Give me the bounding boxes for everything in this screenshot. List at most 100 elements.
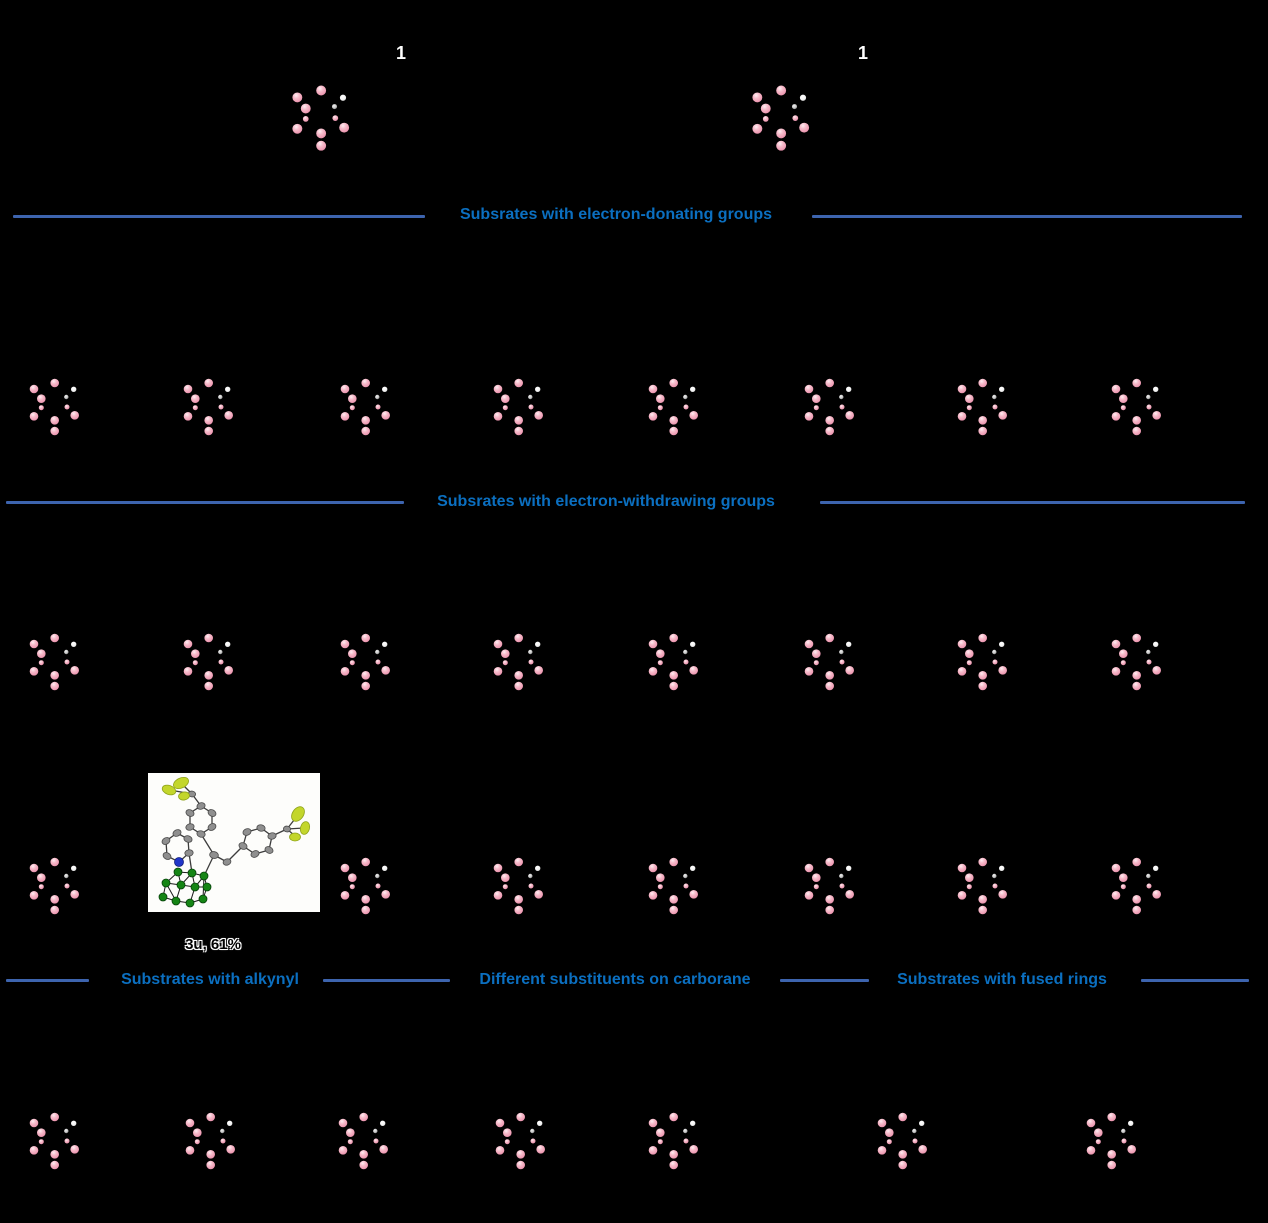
boron-atoms: [1111, 633, 1161, 691]
carbon-atoms: [1146, 865, 1159, 879]
ortep-cage-atoms: [158, 867, 212, 908]
carbon-atoms: [64, 386, 77, 400]
carborane-cluster-icon-edg-row: [336, 373, 392, 437]
boron-atoms: [185, 1112, 235, 1170]
carborane-cluster-icon-mixed-row: [1107, 852, 1163, 916]
carbon-atoms: [528, 865, 541, 879]
ortep-background: [148, 773, 320, 912]
carborane-cluster-drawing: [493, 378, 543, 436]
carbon-atoms: [839, 641, 852, 655]
carborane-cluster-drawing: [804, 633, 854, 691]
carborane-cluster-icon-bottom-row: [644, 1107, 700, 1171]
carborane-cluster-icon-ewg-row: [25, 628, 81, 692]
carbon-atoms: [528, 641, 541, 655]
compound-number-label-left: 1: [396, 43, 407, 63]
carborane-cluster-icon-ewg-row: [179, 628, 235, 692]
divider-line: [13, 215, 425, 218]
carbon-atoms: [1146, 641, 1159, 655]
carborane-cluster-drawing: [752, 85, 810, 151]
carborane-cluster-icon-bottom-row: [25, 1107, 81, 1171]
carbon-atoms: [373, 1120, 386, 1134]
carbon-atoms: [992, 386, 1005, 400]
carborane-cluster-icon-ewg-row: [953, 628, 1009, 692]
carborane-cluster-icon-bottom-row: [181, 1107, 237, 1171]
carbon-atoms: [683, 386, 696, 400]
carborane-cluster-drawing: [1111, 378, 1161, 436]
carborane-cluster-drawing: [340, 378, 390, 436]
carbon-atoms: [683, 641, 696, 655]
carborane-cluster-icon-bottom-row: [1082, 1107, 1138, 1171]
carborane-cluster-icon-mixed-row: [800, 852, 856, 916]
boron-atoms: [493, 378, 543, 436]
carborane-cluster-icon-ewg-row: [800, 628, 856, 692]
carborane-cluster-drawing: [1111, 633, 1161, 691]
carbon-atoms: [375, 386, 388, 400]
carborane-cluster-drawing: [493, 633, 543, 691]
carbon-atoms: [1121, 1120, 1134, 1134]
carborane-cluster-icon-edg-row: [25, 373, 81, 437]
boron-atoms: [29, 378, 79, 436]
divider-line: [6, 501, 404, 504]
carbon-atoms: [220, 1120, 233, 1134]
carborane-cluster-drawing: [185, 1112, 235, 1170]
carborane-cluster-drawing: [1111, 857, 1161, 915]
carborane-cluster-icon-scheme-row: [287, 79, 351, 153]
carborane-cluster-icon-edg-row: [489, 373, 545, 437]
boron-atoms: [752, 85, 810, 151]
carbon-atoms: [839, 865, 852, 879]
boron-atoms: [648, 857, 698, 915]
carborane-cluster-drawing: [495, 1112, 545, 1170]
carborane-cluster-icon-bottom-row: [334, 1107, 390, 1171]
boron-atoms: [1111, 378, 1161, 436]
carbon-atoms: [992, 865, 1005, 879]
carborane-cluster-drawing: [340, 633, 390, 691]
carbon-atoms: [530, 1120, 543, 1134]
boron-atoms: [338, 1112, 388, 1170]
carborane-cluster-drawing: [877, 1112, 927, 1170]
carborane-cluster-icon-mixed-row: [25, 852, 81, 916]
carborane-cluster-icon-mixed-row: [644, 852, 700, 916]
boron-atoms: [648, 633, 698, 691]
carbon-atoms: [64, 1120, 77, 1134]
ortep-nitrogen-atom: [174, 857, 184, 867]
boron-atoms: [495, 1112, 545, 1170]
carbon-atoms: [1146, 386, 1159, 400]
carbon-atoms: [791, 94, 807, 110]
carborane-cluster-drawing: [648, 378, 698, 436]
divider-line: [780, 979, 869, 982]
boron-atoms: [183, 378, 233, 436]
crystal-caption: 3u, 61%: [185, 936, 241, 953]
carborane-cluster-icon-bottom-row: [491, 1107, 547, 1171]
carborane-cluster-drawing: [338, 1112, 388, 1170]
carborane-cluster-drawing: [183, 633, 233, 691]
boron-atoms: [1111, 857, 1161, 915]
boron-atoms: [804, 378, 854, 436]
boron-atoms: [804, 633, 854, 691]
carborane-cluster-icon-mixed-row: [953, 852, 1009, 916]
carborane-cluster-drawing: [292, 85, 350, 151]
carborane-cluster-icon-edg-row: [953, 373, 1009, 437]
boron-atoms: [493, 633, 543, 691]
carborane-cluster-drawing: [957, 633, 1007, 691]
carbon-atoms: [839, 386, 852, 400]
ortep-fluorine-atoms: [161, 776, 311, 842]
carborane-cluster-drawing: [804, 857, 854, 915]
carbon-atoms: [331, 94, 347, 110]
carborane-cluster-icon-edg-row: [1107, 373, 1163, 437]
section-title-fused-rings: Substrates with fused rings: [897, 971, 1107, 988]
divider-line: [812, 215, 1242, 218]
boron-atoms: [29, 1112, 79, 1170]
carbon-atoms: [912, 1120, 925, 1134]
carborane-cluster-icon-scheme-row: [747, 79, 811, 153]
divider-line: [820, 501, 1245, 504]
section-title-alkynyl: Substrates with alkynyl: [121, 971, 299, 988]
carborane-cluster-icon-ewg-row: [336, 628, 392, 692]
compound-number-label-right: 1: [858, 43, 869, 63]
carborane-cluster-icon-mixed-row: [336, 852, 392, 916]
boron-atoms: [493, 857, 543, 915]
boron-atoms: [292, 85, 350, 151]
carbon-atoms: [218, 386, 231, 400]
divider-line: [1141, 979, 1249, 982]
carborane-cluster-drawing: [1086, 1112, 1136, 1170]
carbon-atoms: [992, 641, 1005, 655]
